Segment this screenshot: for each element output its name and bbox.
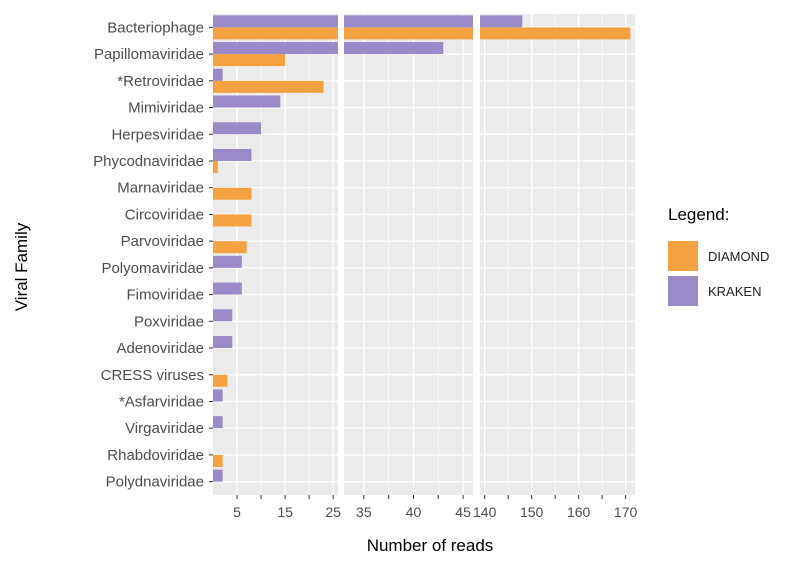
x-tick-label: 5 — [233, 504, 241, 520]
legend: Legend: DIAMOND KRAKEN — [668, 205, 788, 309]
x-axis-title: Number of reads — [366, 536, 494, 555]
bar-kraken-bacteriophage — [213, 15, 338, 28]
bar-diamond-bacteriophage — [480, 27, 631, 40]
bar-kraken--retroviridae — [213, 68, 223, 81]
legend-key-diamond — [668, 241, 698, 271]
bar-diamond-parvoviridae — [213, 241, 247, 254]
y-tick-label: Herpesviridae — [111, 126, 204, 143]
y-tick-label: Circoviridae — [125, 206, 204, 223]
panel-background — [213, 14, 338, 495]
y-tick-label: Adenoviridae — [116, 340, 204, 357]
y-tick-label: CRESS viruses — [101, 367, 204, 384]
x-tick-label: 160 — [567, 504, 591, 520]
y-tick-label: Mimiviridae — [128, 100, 204, 117]
y-tick-label: Poxviridae — [134, 313, 204, 330]
y-tick-label: *Retroviridae — [117, 73, 204, 90]
y-tick-label: Marnaviridae — [117, 180, 204, 197]
panel-background — [344, 14, 473, 495]
bar-diamond-circoviridae — [213, 214, 252, 227]
y-tick-label: Phycodnaviridae — [93, 153, 204, 170]
y-tick-label: Virgaviridae — [125, 420, 204, 437]
bar-kraken-bacteriophage — [344, 15, 473, 28]
bar-kraken-polydnaviridae — [213, 469, 223, 482]
bar-kraken-bacteriophage — [480, 15, 523, 28]
bar-diamond-bacteriophage — [213, 27, 338, 40]
bar-diamond--retroviridae — [213, 80, 324, 93]
x-tick-label: 35 — [356, 504, 372, 520]
y-tick-label: Polyomaviridae — [101, 260, 204, 277]
x-tick-label: 25 — [325, 504, 341, 520]
bar-kraken-virgaviridae — [213, 416, 223, 429]
bar-kraken-poxviridae — [213, 309, 233, 322]
bar-diamond-papillomaviridae — [213, 54, 286, 67]
x-tick-label: 150 — [520, 504, 544, 520]
y-tick-label: *Asfarviridae — [119, 393, 204, 410]
legend-item-kraken: KRAKEN — [668, 274, 788, 308]
y-tick-label: Parvoviridae — [121, 233, 204, 250]
x-tick-label: 45 — [455, 504, 471, 520]
y-tick-label: Polydnaviridae — [106, 474, 204, 491]
bar-kraken-adenoviridae — [213, 336, 233, 349]
x-tick-label: 170 — [614, 504, 638, 520]
y-axis-title: Viral Family — [12, 222, 31, 312]
bar-diamond-bacteriophage — [344, 27, 473, 40]
legend-key-kraken — [668, 276, 698, 306]
y-tick-label: Rhabdoviridae — [107, 447, 204, 464]
y-tick-label: Bacteriophage — [107, 19, 204, 36]
y-tick-label: Papillomaviridae — [94, 46, 204, 63]
bar-diamond-rhabdoviridae — [213, 454, 223, 467]
bar-diamond-cress-viruses — [213, 374, 228, 387]
legend-label-diamond: DIAMOND — [708, 248, 770, 264]
bar-kraken-mimiviridae — [213, 95, 281, 108]
bar-kraken-polyomaviridae — [213, 255, 242, 268]
x-tick-label: 15 — [277, 504, 293, 520]
legend-label-kraken: KRAKEN — [708, 283, 762, 299]
bar-kraken-papillomaviridae — [213, 42, 338, 55]
legend-title: Legend: — [668, 205, 730, 224]
x-tick-label: 140 — [473, 504, 497, 520]
bar-kraken-herpesviridae — [213, 122, 262, 135]
bar-kraken-papillomaviridae — [344, 42, 444, 55]
bar-diamond-marnaviridae — [213, 187, 252, 200]
bar-diamond-phycodnaviridae — [213, 160, 218, 173]
y-tick-label: Fimoviridae — [126, 287, 204, 304]
x-tick-label: 40 — [406, 504, 422, 520]
bar-kraken-phycodnaviridae — [213, 148, 252, 161]
legend-item-diamond: DIAMOND — [668, 239, 788, 273]
bar-kraken-fimoviridae — [213, 282, 242, 295]
bar-kraken--asfarviridae — [213, 389, 223, 402]
panel-background — [480, 14, 635, 495]
